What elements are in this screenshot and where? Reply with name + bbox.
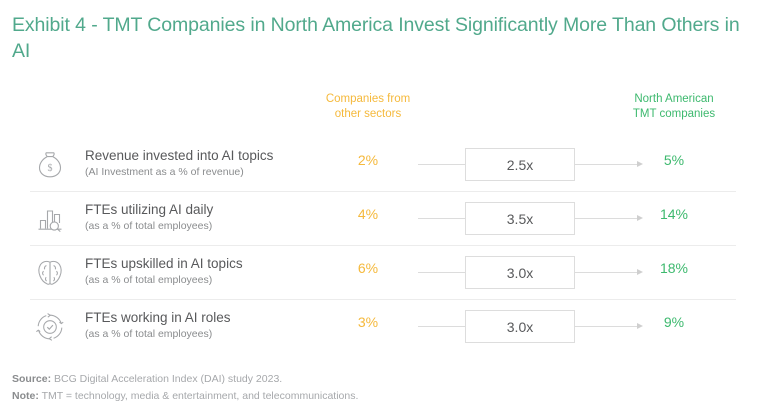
metric-label: FTEs working in AI roles	[85, 310, 231, 325]
bar-chart-magnifier-icon	[30, 200, 70, 238]
left-connector-line	[418, 218, 465, 219]
row-divider	[30, 299, 736, 300]
arrow-head-icon	[637, 161, 643, 167]
column-header-tmt-line2: TMT companies	[632, 108, 716, 120]
note-text: TMT = technology, media & entertainment,…	[38, 390, 359, 402]
other-sectors-value: 6%	[357, 260, 379, 276]
metric-label: FTEs utilizing AI daily	[85, 202, 214, 217]
cycle-check-icon	[30, 308, 70, 346]
arrow-line	[575, 272, 637, 273]
money-bag-icon: $	[30, 146, 70, 184]
source-text: BCG Digital Acceleration Index (DAI) stu…	[51, 373, 283, 385]
metric-rows: $ Revenue invested into AI topics (AI In…	[0, 138, 768, 354]
metric-sublabel: (AI Investment as a % of revenue)	[85, 166, 244, 178]
column-header-other-sectors-line1: Companies from	[325, 93, 411, 105]
arrow-line	[575, 326, 637, 327]
source-label: Source:	[12, 373, 52, 385]
column-header-other-sectors-line2: other sectors	[334, 108, 402, 120]
multiplier-box: 3.0x	[465, 310, 575, 343]
definition-note: Note: TMT = technology, media & entertai…	[12, 388, 752, 405]
row-divider	[30, 191, 736, 192]
multiplier-box: 2.5x	[465, 148, 575, 181]
arrow-line	[575, 164, 637, 165]
note-label: Note:	[12, 390, 39, 402]
tmt-value: 14%	[659, 206, 689, 222]
arrow-line	[575, 218, 637, 219]
arrow-to-tmt	[575, 215, 643, 221]
column-header-tmt: North American TMT companies	[598, 92, 750, 122]
metric-label-group: FTEs working in AI roles (as a % of tota…	[85, 309, 295, 341]
table-row: FTEs working in AI roles (as a % of tota…	[0, 300, 768, 354]
arrow-to-tmt	[575, 161, 643, 167]
arrow-head-icon	[637, 215, 643, 221]
table-row: FTEs upskilled in AI topics (as a % of t…	[0, 246, 768, 300]
table-row: FTEs utilizing AI daily (as a % of total…	[0, 192, 768, 246]
table-row: $ Revenue invested into AI topics (AI In…	[0, 138, 768, 192]
metric-label-group: FTEs utilizing AI daily (as a % of total…	[85, 201, 295, 233]
metric-label-group: FTEs upskilled in AI topics (as a % of t…	[85, 255, 295, 287]
multiplier-box: 3.5x	[465, 202, 575, 235]
metric-label: Revenue invested into AI topics	[85, 148, 274, 163]
metric-label-group: Revenue invested into AI topics (AI Inve…	[85, 147, 295, 179]
page-title: Exhibit 4 - TMT Companies in North Ameri…	[12, 14, 740, 62]
source-note: Source: BCG Digital Acceleration Index (…	[12, 371, 752, 388]
left-connector-line	[418, 164, 465, 165]
brain-icon	[30, 254, 70, 292]
arrow-head-icon	[637, 323, 643, 329]
metric-sublabel: (as a % of total employees)	[85, 328, 213, 340]
left-connector-line	[418, 272, 465, 273]
other-sectors-value: 2%	[357, 152, 379, 168]
metric-sublabel: (as a % of total employees)	[85, 274, 213, 286]
arrow-to-tmt	[575, 269, 643, 275]
metric-label: FTEs upskilled in AI topics	[85, 256, 243, 271]
arrow-head-icon	[637, 269, 643, 275]
tmt-value: 5%	[663, 152, 685, 168]
left-connector-line	[418, 326, 465, 327]
svg-text:$: $	[48, 163, 53, 174]
tmt-value: 18%	[659, 260, 689, 276]
other-sectors-value: 4%	[357, 206, 379, 222]
other-sectors-value: 3%	[357, 314, 379, 330]
column-header-tmt-line1: North American	[634, 93, 714, 105]
tmt-value: 9%	[663, 314, 685, 330]
row-divider	[30, 245, 736, 246]
footer-notes: Source: BCG Digital Acceleration Index (…	[12, 371, 752, 405]
metric-sublabel: (as a % of total employees)	[85, 220, 213, 232]
multiplier-box: 3.0x	[465, 256, 575, 289]
column-header-other-sectors: Companies from other sectors	[293, 92, 443, 122]
arrow-to-tmt	[575, 323, 643, 329]
